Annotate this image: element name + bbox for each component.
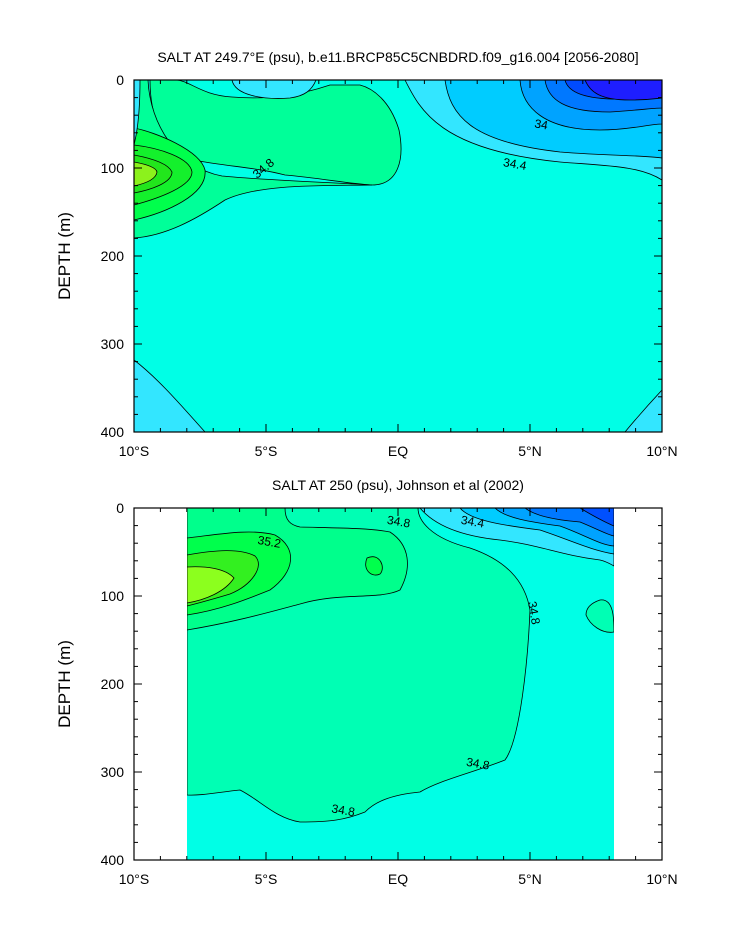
y-axis-label: DEPTH (m): [55, 640, 74, 728]
y-tick-label: 400: [101, 852, 125, 868]
x-tick-label: 10°N: [646, 443, 677, 459]
x-tick-label: EQ: [388, 871, 408, 887]
y-tick-label: 100: [101, 588, 125, 604]
contour-label: 34.8: [525, 600, 543, 626]
fill-salt-35-3: [187, 566, 235, 604]
chart-title: SALT AT 249.7°E (psu), b.e11.BRCP85C5CNB…: [157, 49, 638, 65]
x-tick-label: 5°S: [255, 443, 278, 459]
x-tick-label: 10°N: [646, 871, 677, 887]
x-tick-label: 5°N: [518, 443, 542, 459]
fill-salt-34-6-bottom-right: [624, 389, 662, 432]
fill-salt-34-9-eddy: [585, 599, 614, 633]
fill-salt-34-6-surface: [231, 80, 317, 99]
y-tick-label: 200: [101, 248, 125, 264]
y-tick-label: 400: [101, 424, 125, 440]
x-tick-label: 10°S: [119, 443, 150, 459]
x-tick-label: EQ: [388, 443, 408, 459]
axis-ticks: 10°S 5°S EQ 5°N 10°N 0 100 200 300 400: [101, 500, 678, 887]
fill-salt-33-7: [579, 508, 614, 527]
chart-title: SALT AT 250 (psu), Johnson et al (2002): [272, 477, 524, 493]
fill-salt-35-1-eddy: [365, 556, 383, 576]
axis-ticks: 10°S 5°S EQ 5°N 10°N 0 100 200 300 400: [101, 72, 678, 459]
chart-model-salt: SALT AT 249.7°E (psu), b.e11.BRCP85C5CNB…: [55, 49, 678, 459]
contour-label: 34: [533, 116, 549, 132]
x-tick-label: 5°S: [255, 871, 278, 887]
y-tick-label: 300: [101, 764, 125, 780]
contour-label: 34.4: [460, 513, 486, 531]
chart-observed-salt: SALT AT 250 (psu), Johnson et al (2002) …: [55, 477, 678, 887]
contour-fills: [134, 80, 662, 432]
y-tick-label: 100: [101, 160, 125, 176]
contour-labels: 35.2 34.8 34.4 34.8 34.8 34.8: [257, 513, 543, 820]
contour-label: 34.4: [502, 155, 528, 173]
contour-label: 34.8: [331, 801, 357, 819]
y-tick-label: 0: [116, 72, 124, 88]
y-axis-label: DEPTH (m): [55, 212, 74, 300]
x-tick-label: 5°N: [518, 871, 542, 887]
x-tick-label: 10°S: [119, 871, 150, 887]
contour-label: 35.2: [257, 533, 283, 551]
contour-label: 34.8: [386, 513, 412, 531]
y-tick-label: 300: [101, 336, 125, 352]
contour-label: 34.8: [465, 755, 491, 773]
y-tick-label: 0: [116, 500, 124, 516]
y-tick-label: 200: [101, 676, 125, 692]
fill-salt-35-0: [134, 80, 402, 186]
contour-fills: [187, 508, 614, 860]
